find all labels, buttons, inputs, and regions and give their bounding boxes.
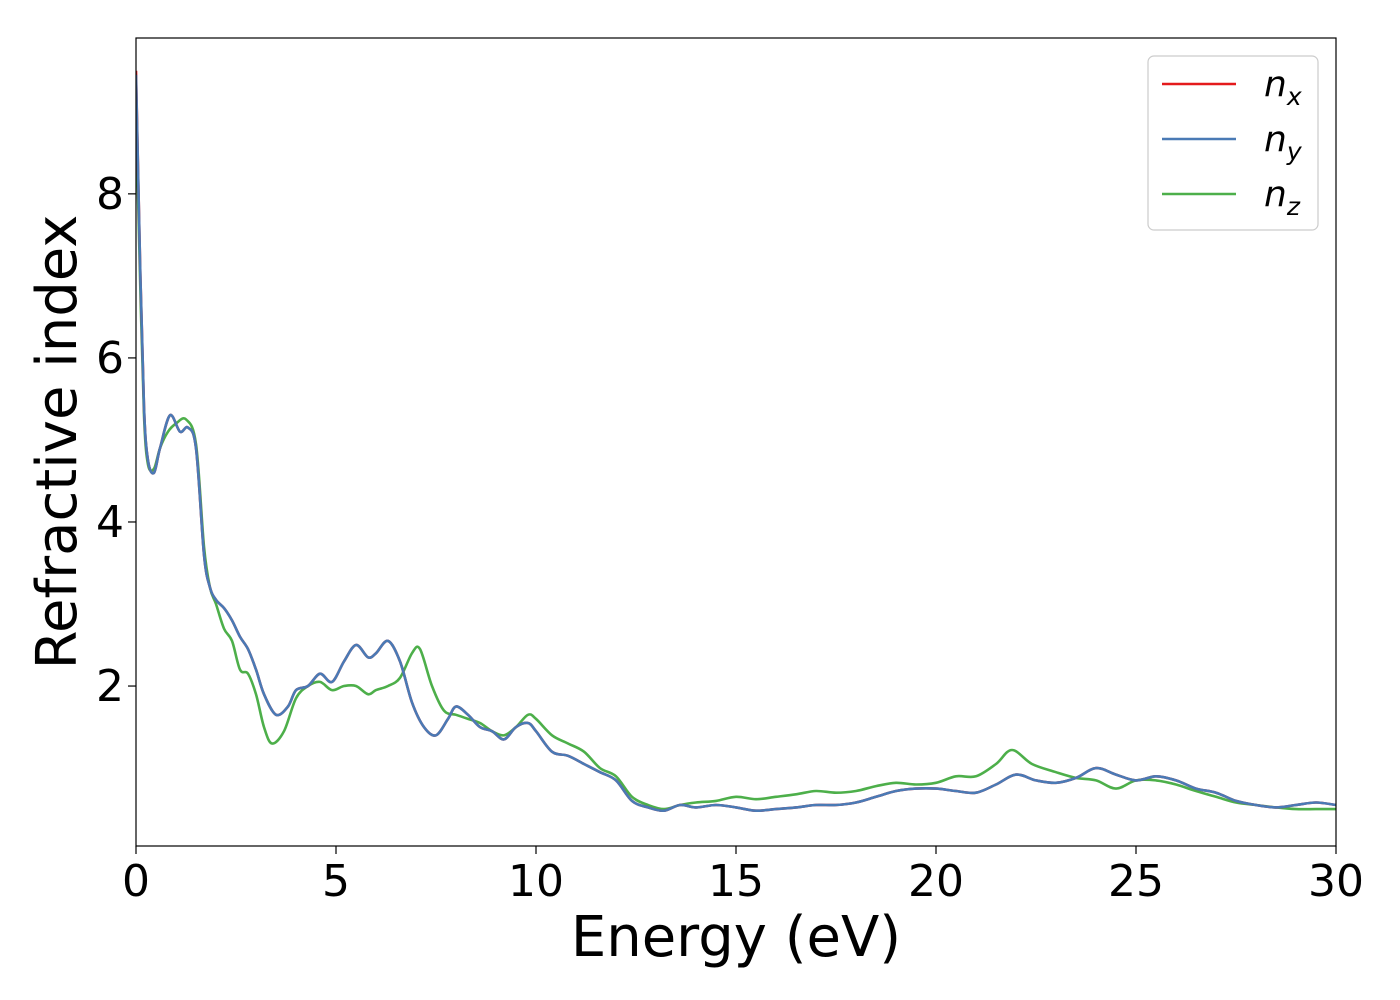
legend-label-subscript: x bbox=[1286, 82, 1302, 111]
x-axis-ticks: 0 5 10 15 20 25 30 bbox=[122, 846, 1364, 907]
legend-label-base: n bbox=[1264, 119, 1287, 160]
legend-label-base: n bbox=[1264, 64, 1287, 105]
x-tick-label: 5 bbox=[322, 856, 350, 907]
y-tick-label: 6 bbox=[96, 333, 124, 384]
y-tick-label: 8 bbox=[96, 169, 124, 220]
x-axis-label: Energy (eV) bbox=[571, 905, 901, 970]
x-tick-label: 25 bbox=[1108, 856, 1164, 907]
y-axis-ticks: 2 4 6 8 bbox=[96, 169, 136, 712]
legend-label-nx: nx bbox=[1264, 64, 1302, 111]
series-layer bbox=[136, 70, 1336, 813]
legend-label-base: n bbox=[1264, 174, 1287, 215]
y-axis-label: Refractive index bbox=[25, 215, 90, 670]
series-line-ny bbox=[136, 74, 1336, 813]
y-tick-label: 2 bbox=[96, 661, 124, 712]
x-tick-label: 20 bbox=[908, 856, 964, 907]
series-line-nz bbox=[136, 111, 1336, 811]
x-tick-label: 0 bbox=[122, 856, 150, 907]
legend-label-subscript: y bbox=[1286, 137, 1303, 166]
legend-label-nz: nz bbox=[1264, 174, 1301, 221]
legend-label-subscript: z bbox=[1286, 192, 1301, 221]
legend-label-ny: ny bbox=[1264, 119, 1303, 166]
legend-box bbox=[1147, 55, 1319, 231]
x-tick-label: 30 bbox=[1308, 856, 1364, 907]
y-tick-label: 4 bbox=[96, 497, 124, 548]
x-tick-label: 10 bbox=[508, 856, 564, 907]
x-tick-label: 15 bbox=[708, 856, 764, 907]
